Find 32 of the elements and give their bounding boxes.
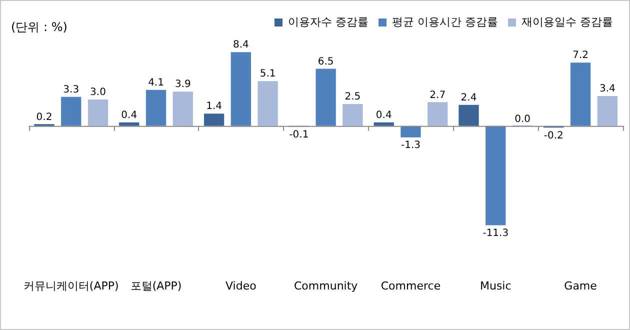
data-label: 3.9 (174, 79, 191, 90)
data-label: -0.1 (289, 130, 309, 141)
x-tick-label: Community (294, 279, 358, 292)
x-tick-label: Game (564, 279, 598, 292)
text: (단위 : %) (11, 20, 68, 34)
x-tick-label: 포털(APP) (130, 279, 182, 292)
data-label: 2.7 (430, 90, 446, 101)
data-label: 0.4 (376, 110, 392, 121)
data-label: 1.4 (206, 101, 222, 112)
data-label: -1.3 (400, 140, 420, 151)
data-label: 0.4 (121, 110, 138, 121)
data-label: 5.1 (260, 68, 276, 80)
x-tick-label: Music (480, 279, 512, 292)
data-label: 3.0 (90, 87, 106, 98)
legend-label: 평균 이용시간 증감률 (392, 15, 498, 28)
x-tick-label: 커뮤니케이터(APP) (23, 279, 119, 292)
x-tick-label: Commerce (380, 279, 441, 292)
data-label: 7.2 (572, 50, 588, 62)
legend-label: 이용자수 증감률 (288, 15, 369, 28)
data-label: 0.0 (514, 114, 530, 126)
data-label: 8.4 (232, 40, 249, 51)
data-label: -11.3 (482, 228, 509, 239)
data-label: 2.4 (460, 92, 477, 104)
data-label: 4.1 (148, 77, 164, 88)
data-label: 0.2 (36, 112, 52, 123)
legend-label: 재이용일수 증감률 (522, 15, 614, 28)
data-label: 2.5 (344, 92, 361, 103)
data-label: 6.5 (318, 56, 334, 68)
data-label: 3.3 (63, 84, 80, 96)
x-tick-label: Video (226, 279, 257, 292)
data-label: -0.2 (544, 130, 564, 142)
data-label: 3.4 (599, 84, 616, 95)
